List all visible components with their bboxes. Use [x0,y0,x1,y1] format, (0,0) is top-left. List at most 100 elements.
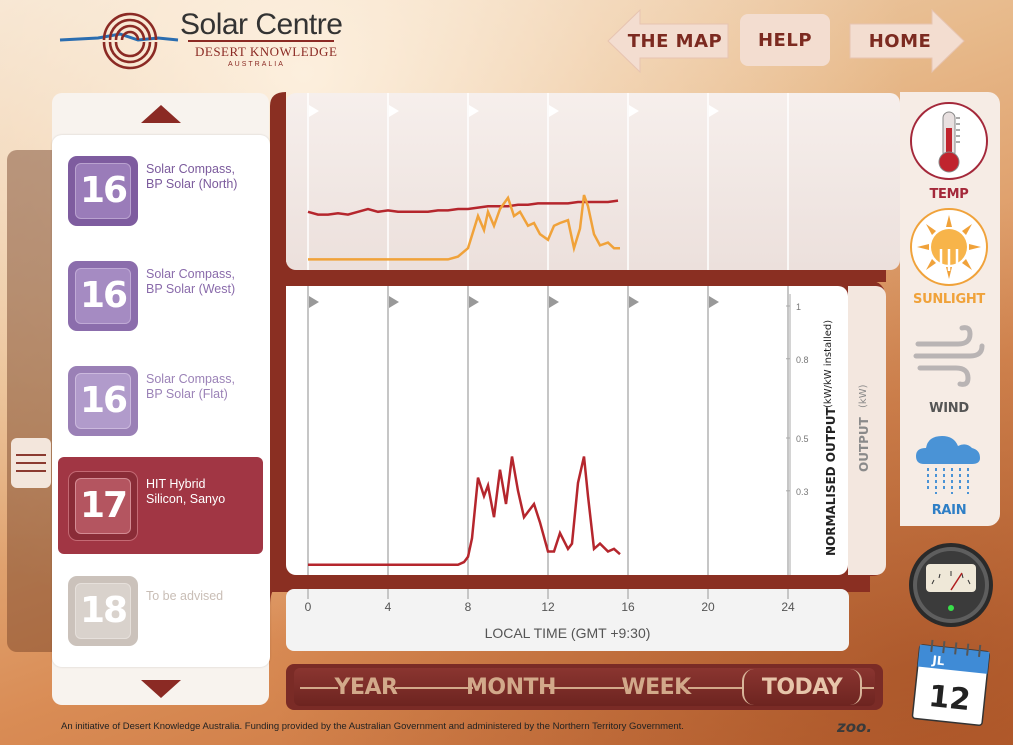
logo-underline [188,40,334,42]
station-number: 18 [75,582,131,639]
station-badge: 18 [68,575,138,646]
left-arrow-icon [607,8,729,74]
y2-axis-label: OUTPUT [857,417,871,472]
station-label-line1: Solar Compass, [146,266,235,281]
zoo-credit: ZOO. [837,718,873,736]
output-series-0 [308,456,621,566]
station-label-line1: Solar Compass, [146,161,235,176]
time-axis-svg: 0 4 8 12 16 20 24 [305,589,795,614]
menu-bar [16,470,46,472]
station-item-16-west[interactable]: 16 Solar Compass, BP Solar (West) [58,247,263,344]
weather-chart [286,93,900,270]
y-tick-label: 0.8 [796,355,809,365]
logo-title: Solar Centre [180,8,343,41]
scroll-down-icon[interactable] [141,676,181,700]
grid-marker [709,296,719,308]
output-chart: 0.3 0.5 0.8 1 NORMALISED OUTPUT (kW/kW inst… [286,286,848,575]
thermometer-icon [910,102,988,180]
station-label-line1: To be advised [146,589,224,603]
rain-button[interactable]: RAIN [908,428,990,518]
grid-marker [469,296,479,308]
y2-axis-unit: (kW) [858,384,869,408]
station-item-16-north[interactable]: 16 Solar Compass, BP Solar (North) [58,142,263,239]
menu-button[interactable] [11,438,51,488]
station-number: 16 [75,372,131,429]
footer-text: An initiative of Desert Knowledge Austra… [61,721,684,732]
weather-series-1 [308,194,620,261]
station-label-line1: HIT Hybrid [146,476,206,491]
top-grid-marker [629,105,639,117]
y-tick-label: 0.3 [796,487,809,497]
x-tick-label: 4 [385,600,392,614]
period-divider [395,687,473,689]
temp-label: TEMP [929,187,969,202]
sun-icon [910,208,988,286]
grid-marker [549,296,559,308]
help-button[interactable]: HELP [740,14,830,66]
weather-chart-svg [307,93,789,270]
y-tick-label: 1 [796,302,801,312]
station-item-17[interactable]: 17 HIT Hybrid Silicon, Sanyo [58,457,263,554]
top-grid-marker [469,105,479,117]
logo-subtitle: Desert Knowledge [195,44,338,59]
weather-series-0 [307,199,619,216]
x-tick-label: 16 [621,600,635,614]
y-axis-unit: (kW/kW installed) [823,319,834,408]
wind-button[interactable]: WIND [908,322,990,416]
week-button[interactable]: WEEK [621,674,691,700]
period-divider [300,687,338,689]
today-bracket [742,669,862,705]
output-chart-svg: 0.3 0.5 0.8 1 [307,286,809,575]
station-item-16-flat[interactable]: 16 Solar Compass, BP Solar (Flat) [58,352,263,449]
time-axis: 0 4 8 12 16 20 24 LOCAL TIME (GMT +9:30) [286,589,849,651]
station-badge: 16 [68,155,138,226]
station-label-line2: BP Solar (Flat) [146,386,228,401]
menu-bar [16,462,46,464]
home-label: HOME [868,30,932,52]
grid-marker [629,296,639,308]
temp-button[interactable]: TEMP [908,102,990,202]
scroll-up-icon[interactable] [141,103,181,127]
menu-bar [16,454,46,456]
sunlight-button[interactable]: SUNLIGHT [908,207,990,307]
station-label-line2: BP Solar (West) [146,281,236,296]
x-tick-label: 24 [781,600,795,614]
the-map-button[interactable]: THE MAP [606,8,730,74]
left-panel-shadow [7,150,57,652]
rain-cloud-icon [916,436,980,494]
top-grid-marker [709,105,719,117]
top-grid-marker [389,105,399,117]
output-axis-panel: OUTPUT (kW) [848,286,886,575]
station-badge: 16 [68,365,138,436]
calendar-icon[interactable]: JL 12 [908,638,992,730]
x-axis-label: LOCAL TIME (GMT +9:30) [484,625,651,641]
period-divider [549,687,624,689]
y-tick-label: 0.5 [796,434,809,444]
station-label-line2: Silicon, Sanyo [146,491,226,506]
station-number: 16 [75,267,131,324]
top-grid-marker [309,105,319,117]
top-grid-marker [549,105,559,117]
calendar-month: JL [931,653,946,668]
station-number: 16 [75,162,131,219]
period-divider [862,687,874,689]
sunlight-label: SUNLIGHT [913,292,985,307]
x-tick-label: 12 [541,600,555,614]
y-axis-label: NORMALISED OUTPUT [824,407,838,556]
period-divider [688,687,742,689]
the-map-label: THE MAP [627,30,723,52]
wind-label: WIND [929,401,969,416]
today-button[interactable]: TODAY [761,674,843,700]
year-button[interactable]: YEAR [334,674,398,700]
right-arrow-icon [849,8,965,74]
x-tick-label: 8 [465,600,472,614]
home-button[interactable]: HOME [848,8,966,74]
station-item-18[interactable]: 18 To be advised [58,562,263,659]
rain-label: RAIN [931,503,967,518]
grid-marker [389,296,399,308]
station-badge: 17 [68,470,138,541]
help-label: HELP [757,29,813,51]
month-button[interactable]: MONTH [466,674,556,700]
station-badge: 16 [68,260,138,331]
meter-gauge-icon[interactable] [906,540,996,630]
